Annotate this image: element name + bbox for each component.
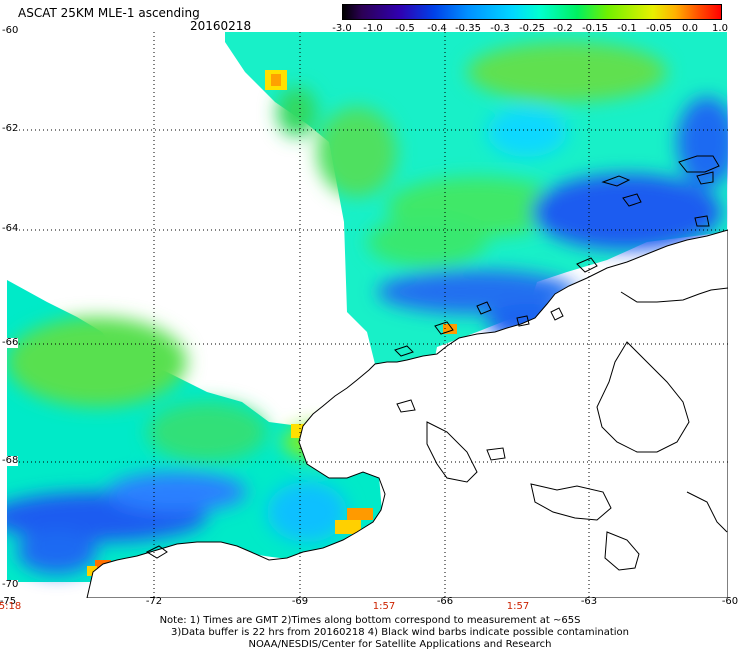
lat-label: -60 xyxy=(2,25,19,36)
colorbar-tick: -0.35 xyxy=(455,23,481,34)
graticule xyxy=(7,32,728,598)
colorbar: -3.0 -1.0 -0.5 -0.4 -0.35 -0.3 -0.25 -0.… xyxy=(332,4,728,38)
island-9 xyxy=(394,345,414,357)
map-canvas xyxy=(7,32,728,598)
coast-inland-1 xyxy=(620,287,728,303)
lon-label: -60 xyxy=(721,596,739,607)
lon-label: -72 xyxy=(145,596,163,607)
swath-west-green-2 xyxy=(147,402,267,462)
lon-label: -66 xyxy=(436,596,454,607)
swath-east-blue-3 xyxy=(377,270,577,314)
colorbar-tick: -0.3 xyxy=(490,23,510,34)
map-title: ASCAT 25KM MLE-1 ascending xyxy=(18,6,200,20)
colorbar-tick: -1.0 xyxy=(363,23,383,34)
time-label: 1:57 xyxy=(372,601,396,612)
swath-east-orange-coast xyxy=(443,324,457,334)
swath-east-orange-patch xyxy=(271,74,281,86)
lat-label: -68 xyxy=(2,455,19,466)
colorbar-tick: -0.2 xyxy=(553,23,573,34)
swath-east-green-4 xyxy=(367,217,487,267)
colorbar-tick: -0.5 xyxy=(395,23,415,34)
swath-east-green-5 xyxy=(277,87,317,137)
island-8 xyxy=(434,321,454,335)
island-3 xyxy=(622,193,642,207)
island-11 xyxy=(476,301,492,315)
map-date: 20160218 xyxy=(190,19,252,33)
lon-label: -69 xyxy=(291,596,309,607)
land-peninsula xyxy=(86,229,728,598)
coast-inland-2 xyxy=(596,341,690,453)
swath-west-yellow-2 xyxy=(335,520,361,534)
island-4 xyxy=(694,215,710,227)
swath-east-blue-1 xyxy=(532,174,722,250)
island-14 xyxy=(396,399,416,413)
colorbar-tick: 1.0 xyxy=(712,23,728,34)
island-13 xyxy=(486,447,506,461)
swath-west-cyan-1 xyxy=(267,482,347,542)
time-label: 5:18 xyxy=(0,601,22,612)
coast-inland-4 xyxy=(530,483,612,521)
time-label: 1:57 xyxy=(506,601,530,612)
colorbar-tick: 0.0 xyxy=(682,23,698,34)
colorbar-gradient xyxy=(342,4,722,20)
colorbar-tick: -3.0 xyxy=(332,23,352,34)
lon-label: -63 xyxy=(580,596,598,607)
swath-west-blue-2 xyxy=(107,472,247,512)
colorbar-tick: -0.25 xyxy=(519,23,545,34)
lat-label: -66 xyxy=(2,337,19,348)
swath-east-blue-2 xyxy=(677,97,728,187)
coast-inland-6 xyxy=(686,491,728,533)
island-7 xyxy=(516,315,530,327)
colorbar-tick: -0.05 xyxy=(646,23,672,34)
colorbar-tick: -0.4 xyxy=(427,23,447,34)
lon-label: -75 xyxy=(0,596,17,607)
swath-east xyxy=(225,32,728,372)
island-2 xyxy=(678,155,720,173)
swath-east-green-2 xyxy=(317,107,397,197)
island-6 xyxy=(550,307,564,321)
lat-label: -64 xyxy=(2,223,19,234)
swath-west-orange-1 xyxy=(347,508,373,520)
lat-label: -70 xyxy=(2,579,19,590)
swath-west-yellow-3 xyxy=(87,566,97,576)
colorbar-tick: -0.15 xyxy=(582,23,608,34)
note-line-1: Note: 1) Times are GMT 2)Times along bot… xyxy=(159,615,581,626)
colorbar-tick: -0.1 xyxy=(617,23,637,34)
swath-east-cyan-1 xyxy=(487,107,567,157)
swath-west-blue-3 xyxy=(17,530,97,574)
map-panel xyxy=(7,32,728,598)
swath-west-green-1 xyxy=(7,317,187,407)
island-10 xyxy=(576,257,598,273)
island-5 xyxy=(696,171,714,185)
note-line-2: 3)Data buffer is 22 hrs from 20160218 4)… xyxy=(171,627,629,638)
coast-inland-5 xyxy=(604,531,640,571)
note-line-3: NOAA/NESDIS/Center for Satellite Applica… xyxy=(248,639,552,650)
lat-label: -62 xyxy=(2,123,19,134)
island-1 xyxy=(601,175,631,187)
swath-east-green-3 xyxy=(467,42,667,102)
coast-inland-3 xyxy=(426,421,478,483)
